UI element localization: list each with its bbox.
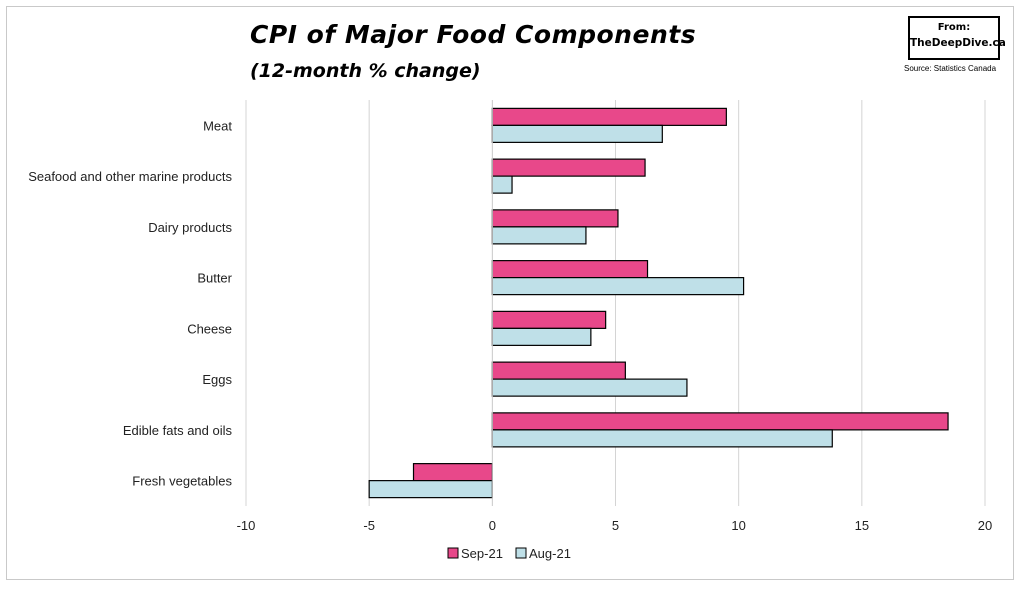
bar-sep-21 — [491, 158, 646, 177]
legend-swatch — [515, 547, 527, 559]
category-label: Eggs — [202, 372, 232, 387]
bar-sep-21 — [491, 209, 619, 228]
badge-site: TheDeepDive.ca — [910, 37, 1006, 49]
bar-sep-21 — [491, 412, 949, 431]
bar-sep-21 — [491, 361, 626, 380]
bar-aug-21 — [491, 429, 833, 448]
legend-label: Sep-21 — [461, 546, 503, 561]
bar-aug-21 — [368, 480, 493, 499]
category-label: Butter — [197, 271, 232, 286]
bar-sep-21 — [412, 463, 493, 482]
source-badge: From: TheDeepDive.ca — [908, 16, 1006, 60]
legend-swatch — [447, 547, 459, 559]
x-tick-label: 10 — [731, 518, 745, 533]
bar-aug-21 — [491, 277, 745, 296]
category-label: Cheese — [187, 321, 232, 336]
chart-frame — [6, 6, 1014, 580]
badge-from: From: — [937, 22, 971, 33]
x-tick-label: -5 — [363, 518, 375, 533]
legend-label: Aug-21 — [529, 546, 571, 561]
category-label: Seafood and other marine products — [28, 169, 232, 184]
bar-aug-21 — [491, 175, 513, 194]
x-tick-label: 20 — [978, 518, 992, 533]
bar-sep-21 — [491, 107, 727, 126]
category-label: Dairy products — [148, 220, 232, 235]
x-tick-label: 0 — [489, 518, 496, 533]
bar-aug-21 — [491, 226, 587, 245]
bar-aug-21 — [491, 124, 663, 143]
category-label: Fresh vegetables — [132, 474, 232, 489]
category-label: Meat — [203, 118, 232, 133]
x-tick-label: 5 — [612, 518, 619, 533]
chart-title: CPI of Major Food Components — [250, 20, 697, 49]
chart-subtitle: (12-month % change) — [250, 60, 481, 82]
source-note: Source: Statistics Canada — [904, 64, 997, 73]
bar-sep-21 — [491, 260, 649, 279]
category-label: Edible fats and oils — [123, 423, 233, 438]
bar-aug-21 — [491, 378, 688, 397]
x-tick-label: -10 — [237, 518, 256, 533]
x-tick-label: 15 — [855, 518, 869, 533]
bar-aug-21 — [491, 327, 592, 346]
bar-sep-21 — [491, 310, 607, 329]
